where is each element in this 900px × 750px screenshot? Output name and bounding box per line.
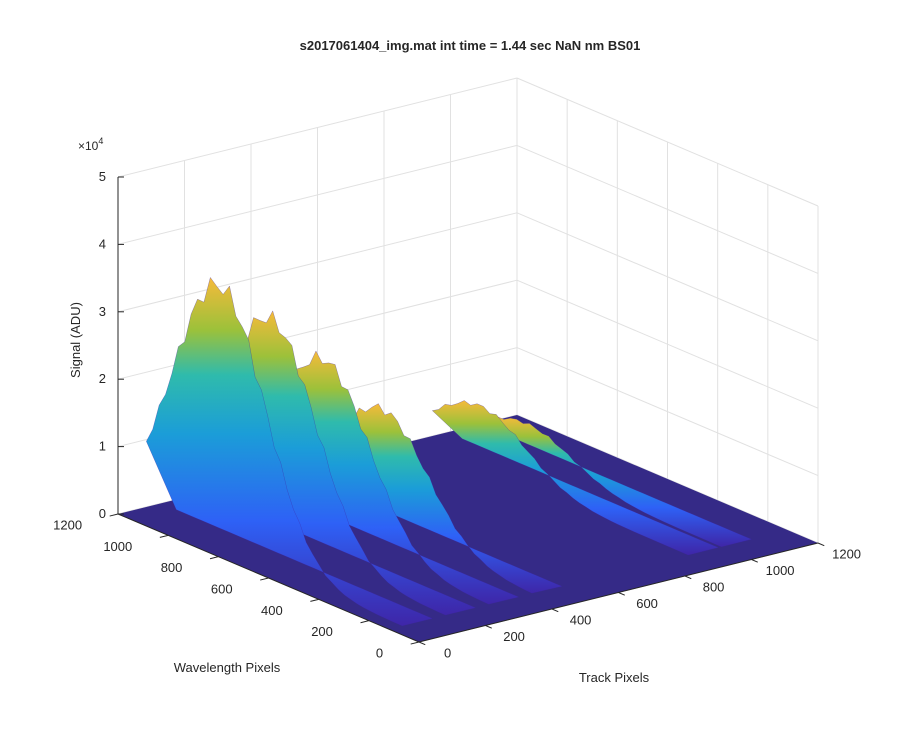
y-tick-label: 600 [211,581,233,596]
surface-peak [465,416,753,547]
chart-title: s2017061404_img.mat int time = 1.44 sec … [300,38,641,53]
x-tick-label: 800 [703,580,725,595]
x-tick-mark [418,641,426,646]
grid-line-wall-z [516,77,819,207]
z-tick-label: 0 [99,506,106,521]
x-tick-mark [485,625,492,629]
z-tick-label: 3 [99,304,106,319]
z-axis-label: Signal (ADU) [68,302,83,378]
grid-line-wall-z [117,77,518,178]
surface-peak [431,400,719,556]
surface [118,276,818,642]
y-tick-mark [360,620,369,624]
z-tick-label: 5 [99,169,106,184]
grid-line-wall-z [117,212,518,313]
x-tick-label: 400 [570,613,592,628]
y-tick-label: 1000 [103,539,132,554]
x-tick-label: 200 [503,629,525,644]
x-tick-label: 1200 [832,547,861,562]
z-tick-label: 4 [99,236,106,251]
y-tick-mark [109,513,119,517]
surface-peak [146,276,433,627]
grid-line-wall-z [516,279,819,409]
grid-line-wall-z [117,144,518,245]
grid-line-wall-z [516,347,819,477]
axes [109,176,825,646]
z-multiplier-label: ×104 [78,136,103,153]
y-tick-label: 400 [261,603,283,618]
y-tick-mark [159,534,169,538]
x-tick-label: 0 [444,646,451,661]
y-tick-label: 1200 [53,517,82,532]
y-tick-label: 0 [376,645,383,660]
x-tick-label: 600 [636,596,658,611]
grid-line-wall-z [516,212,819,342]
y-tick-label: 800 [161,560,183,575]
y-tick-mark [410,641,420,645]
y-tick-label: 200 [311,624,333,639]
x-tick-mark [684,575,692,580]
x-tick-mark [751,559,758,563]
y-tick-mark [310,598,319,602]
x-tick-mark [618,592,625,596]
x-axis-label: Track Pixels [579,670,650,685]
x-tick-mark [817,542,825,547]
x-tick-mark [551,608,559,613]
z-tick-label: 1 [99,439,106,454]
grid-line-wall-z [516,144,819,274]
x-tick-label: 1000 [766,563,795,578]
tick-labels: 0200400600800100012000200400600800100012… [53,169,861,661]
y-tick-mark [209,556,219,560]
z-tick-label: 2 [99,371,106,386]
y-axis-label: Wavelength Pixels [174,660,281,675]
y-tick-mark [260,577,269,581]
